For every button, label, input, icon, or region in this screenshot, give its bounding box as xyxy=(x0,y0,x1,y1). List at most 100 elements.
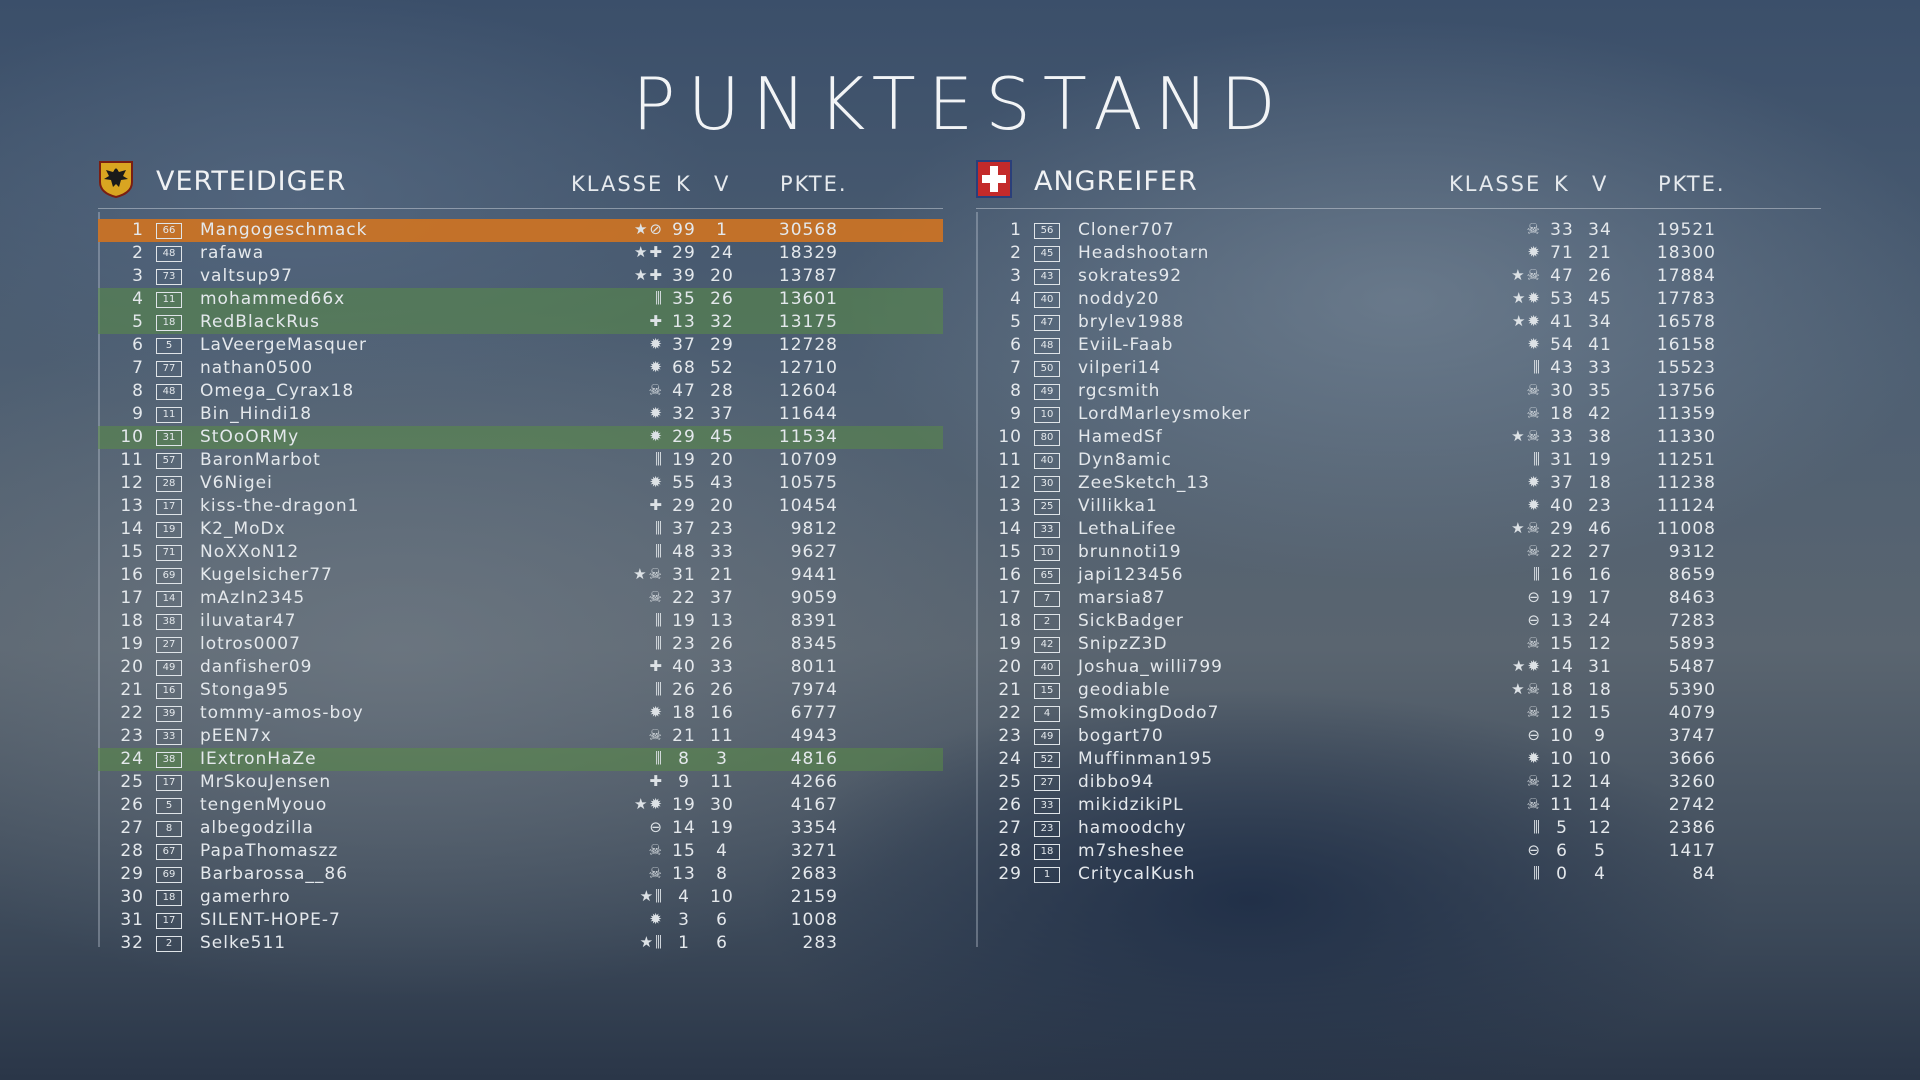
player-name: Barbarossa__86 xyxy=(200,864,349,884)
player-row[interactable]: 1 66 Mangogeschmack ★⊘ 99 1 30568 xyxy=(98,219,943,242)
player-row[interactable]: 24 52 Muffinman195 ✹ 10 10 3666 xyxy=(976,748,1821,771)
player-row[interactable]: 15 10 brunnoti19 ☠ 22 27 9312 xyxy=(976,541,1821,564)
player-row[interactable]: 31 17 SILENT-HOPE-7 ✹ 3 6 1008 xyxy=(98,909,943,932)
column-header-v: V xyxy=(1592,172,1609,196)
player-row[interactable]: 6 48 EviiL-Faab ✹ 54 41 16158 xyxy=(976,334,1821,357)
player-level-badge: 11 xyxy=(156,292,182,308)
player-row[interactable]: 14 19 K2_MoDx ⫼ 37 23 9812 xyxy=(98,518,943,541)
player-row[interactable]: 25 27 dibbo94 ☠ 12 14 3260 xyxy=(976,771,1821,794)
player-deaths: 12 xyxy=(1588,818,1612,838)
player-score: 17783 xyxy=(1656,289,1716,309)
player-row[interactable]: 21 15 geodiable ★☠ 18 18 5390 xyxy=(976,679,1821,702)
player-name: V6Nigei xyxy=(200,473,273,493)
player-row[interactable]: 20 49 danfisher09 ✚ 40 33 8011 xyxy=(98,656,943,679)
player-row[interactable]: 13 25 Villikka1 ✹ 40 23 11124 xyxy=(976,495,1821,518)
player-kills: 54 xyxy=(1550,335,1574,355)
player-rank: 20 xyxy=(998,657,1022,677)
player-row[interactable]: 29 1 CritycalKush ⫼ 0 4 84 xyxy=(976,863,1821,886)
player-row[interactable]: 30 18 gamerhro ★⫼ 4 10 2159 xyxy=(98,886,943,909)
player-name: tommy-amos-boy xyxy=(200,703,364,723)
player-row[interactable]: 20 40 Joshua_willi799 ★✹ 14 31 5487 xyxy=(976,656,1821,679)
player-score: 11008 xyxy=(1656,519,1716,539)
player-row[interactable]: 28 18 m7sheshee ⊖ 6 5 1417 xyxy=(976,840,1821,863)
player-row[interactable]: 27 23 hamoodchy ⫼ 5 12 2386 xyxy=(976,817,1821,840)
player-row[interactable]: 22 39 tommy-amos-boy ✹ 18 16 6777 xyxy=(98,702,943,725)
player-level-badge: 10 xyxy=(1034,545,1060,561)
player-row[interactable]: 1 56 Cloner707 ☠ 33 34 19521 xyxy=(976,219,1821,242)
player-name: IExtronHaZe xyxy=(200,749,317,769)
player-class-icons: ⫼ xyxy=(1533,818,1542,836)
player-row[interactable]: 24 38 IExtronHaZe ⫼ 8 3 4816 xyxy=(98,748,943,771)
player-kills: 47 xyxy=(1550,266,1574,286)
player-row[interactable]: 17 14 mAzIn2345 ☠ 22 37 9059 xyxy=(98,587,943,610)
player-row[interactable]: 29 69 Barbarossa__86 ☠ 13 8 2683 xyxy=(98,863,943,886)
player-row[interactable]: 16 69 Kugelsicher77 ★☠ 31 21 9441 xyxy=(98,564,943,587)
player-class-icons: ☠ xyxy=(1526,381,1542,399)
player-row[interactable]: 19 42 SnipzZ3D ☠ 15 12 5893 xyxy=(976,633,1821,656)
player-row[interactable]: 27 8 albegodzilla ⊖ 14 19 3354 xyxy=(98,817,943,840)
player-row[interactable]: 23 49 bogart70 ⊖ 10 9 3747 xyxy=(976,725,1821,748)
player-row[interactable]: 9 10 LordMarleysmoker ☠ 18 42 11359 xyxy=(976,403,1821,426)
player-row[interactable]: 7 77 nathan0500 ✹ 68 52 12710 xyxy=(98,357,943,380)
player-class-icons: ★⊘ xyxy=(633,220,664,238)
player-row[interactable]: 25 17 MrSkouJensen ✚ 9 11 4266 xyxy=(98,771,943,794)
left-team-divider xyxy=(98,212,100,947)
player-row[interactable]: 10 31 StOoORMy ✹ 29 45 11534 xyxy=(98,426,943,449)
player-row[interactable]: 6 5 LaVeergeMasquer ✹ 37 29 12728 xyxy=(98,334,943,357)
player-score: 84 xyxy=(1692,864,1716,884)
player-row[interactable]: 15 71 NoXXoN12 ⫼ 48 33 9627 xyxy=(98,541,943,564)
player-row[interactable]: 26 5 tengenMyouo ★✹ 19 30 4167 xyxy=(98,794,943,817)
player-row[interactable]: 5 47 brylev1988 ★✹ 41 34 16578 xyxy=(976,311,1821,334)
player-row[interactable]: 3 43 sokrates92 ★☠ 47 26 17884 xyxy=(976,265,1821,288)
player-row[interactable]: 17 7 marsia87 ⊖ 19 17 8463 xyxy=(976,587,1821,610)
team-name: ANGREIFER xyxy=(1034,166,1198,197)
player-name: SnipzZ3D xyxy=(1078,634,1168,654)
player-row[interactable]: 4 40 noddy20 ★✹ 53 45 17783 xyxy=(976,288,1821,311)
player-kills: 6 xyxy=(1556,841,1568,861)
player-row[interactable]: 7 50 vilperi14 ⫼ 43 33 15523 xyxy=(976,357,1821,380)
player-name: SmokingDodo7 xyxy=(1078,703,1220,723)
player-name: Stonga95 xyxy=(200,680,290,700)
player-row[interactable]: 26 33 mikidzikiPL ☠ 11 14 2742 xyxy=(976,794,1821,817)
player-row[interactable]: 18 38 iluvatar47 ⫼ 19 13 8391 xyxy=(98,610,943,633)
player-row[interactable]: 2 45 Headshootarn ✹ 71 21 18300 xyxy=(976,242,1821,265)
player-row[interactable]: 11 57 BaronMarbot ⫼ 19 20 10709 xyxy=(98,449,943,472)
player-name: albegodzilla xyxy=(200,818,314,838)
player-row[interactable]: 19 27 lotros0007 ⫼ 23 26 8345 xyxy=(98,633,943,656)
player-level-badge: 49 xyxy=(1034,729,1060,745)
player-row[interactable]: 13 17 kiss-the-dragon1 ✚ 29 20 10454 xyxy=(98,495,943,518)
player-row[interactable]: 11 40 Dyn8amic ⫼ 31 19 11251 xyxy=(976,449,1821,472)
player-level-badge: 25 xyxy=(1034,499,1060,515)
player-row[interactable]: 9 11 Bin_Hindi18 ✹ 32 37 11644 xyxy=(98,403,943,426)
player-level-badge: 8 xyxy=(156,821,182,837)
column-header-klasse: KLASSE xyxy=(571,172,664,196)
player-rank: 22 xyxy=(120,703,144,723)
player-score: 8463 xyxy=(1668,588,1716,608)
player-row[interactable]: 5 18 RedBlackRus ✚ 13 32 13175 xyxy=(98,311,943,334)
player-row[interactable]: 8 49 rgcsmith ☠ 30 35 13756 xyxy=(976,380,1821,403)
player-row[interactable]: 4 11 mohammed66x ⫼ 35 26 13601 xyxy=(98,288,943,311)
player-deaths: 34 xyxy=(1588,312,1612,332)
player-row[interactable]: 22 4 SmokingDodo7 ☠ 12 15 4079 xyxy=(976,702,1821,725)
player-rank: 15 xyxy=(120,542,144,562)
player-rank: 12 xyxy=(120,473,144,493)
player-score: 3666 xyxy=(1668,749,1716,769)
player-deaths: 13 xyxy=(710,611,734,631)
player-row[interactable]: 3 73 valtsup97 ★✚ 39 20 13787 xyxy=(98,265,943,288)
player-row[interactable]: 12 30 ZeeSketch_13 ✹ 37 18 11238 xyxy=(976,472,1821,495)
player-row[interactable]: 10 80 HamedSf ★☠ 33 38 11330 xyxy=(976,426,1821,449)
player-row[interactable]: 18 2 SickBadger ⊖ 13 24 7283 xyxy=(976,610,1821,633)
player-row[interactable]: 14 33 LethaLifee ★☠ 29 46 11008 xyxy=(976,518,1821,541)
player-score: 8659 xyxy=(1668,565,1716,585)
player-row[interactable]: 23 33 pEEN7x ☠ 21 11 4943 xyxy=(98,725,943,748)
player-row[interactable]: 8 48 Omega_Cyrax18 ☠ 47 28 12604 xyxy=(98,380,943,403)
player-row[interactable]: 28 67 PapaThomaszz ☠ 15 4 3271 xyxy=(98,840,943,863)
player-class-icons: ⫼ xyxy=(1533,450,1542,468)
player-row[interactable]: 16 65 japi123456 ⫼ 16 16 8659 xyxy=(976,564,1821,587)
player-row[interactable]: 32 2 Selke511 ★⫼ 1 6 283 xyxy=(98,932,943,955)
player-row[interactable]: 12 28 V6Nigei ✹ 55 43 10575 xyxy=(98,472,943,495)
player-rank: 12 xyxy=(998,473,1022,493)
player-deaths: 6 xyxy=(716,910,728,930)
player-row[interactable]: 2 48 rafawa ★✚ 29 24 18329 xyxy=(98,242,943,265)
player-row[interactable]: 21 16 Stonga95 ⫼ 26 26 7974 xyxy=(98,679,943,702)
